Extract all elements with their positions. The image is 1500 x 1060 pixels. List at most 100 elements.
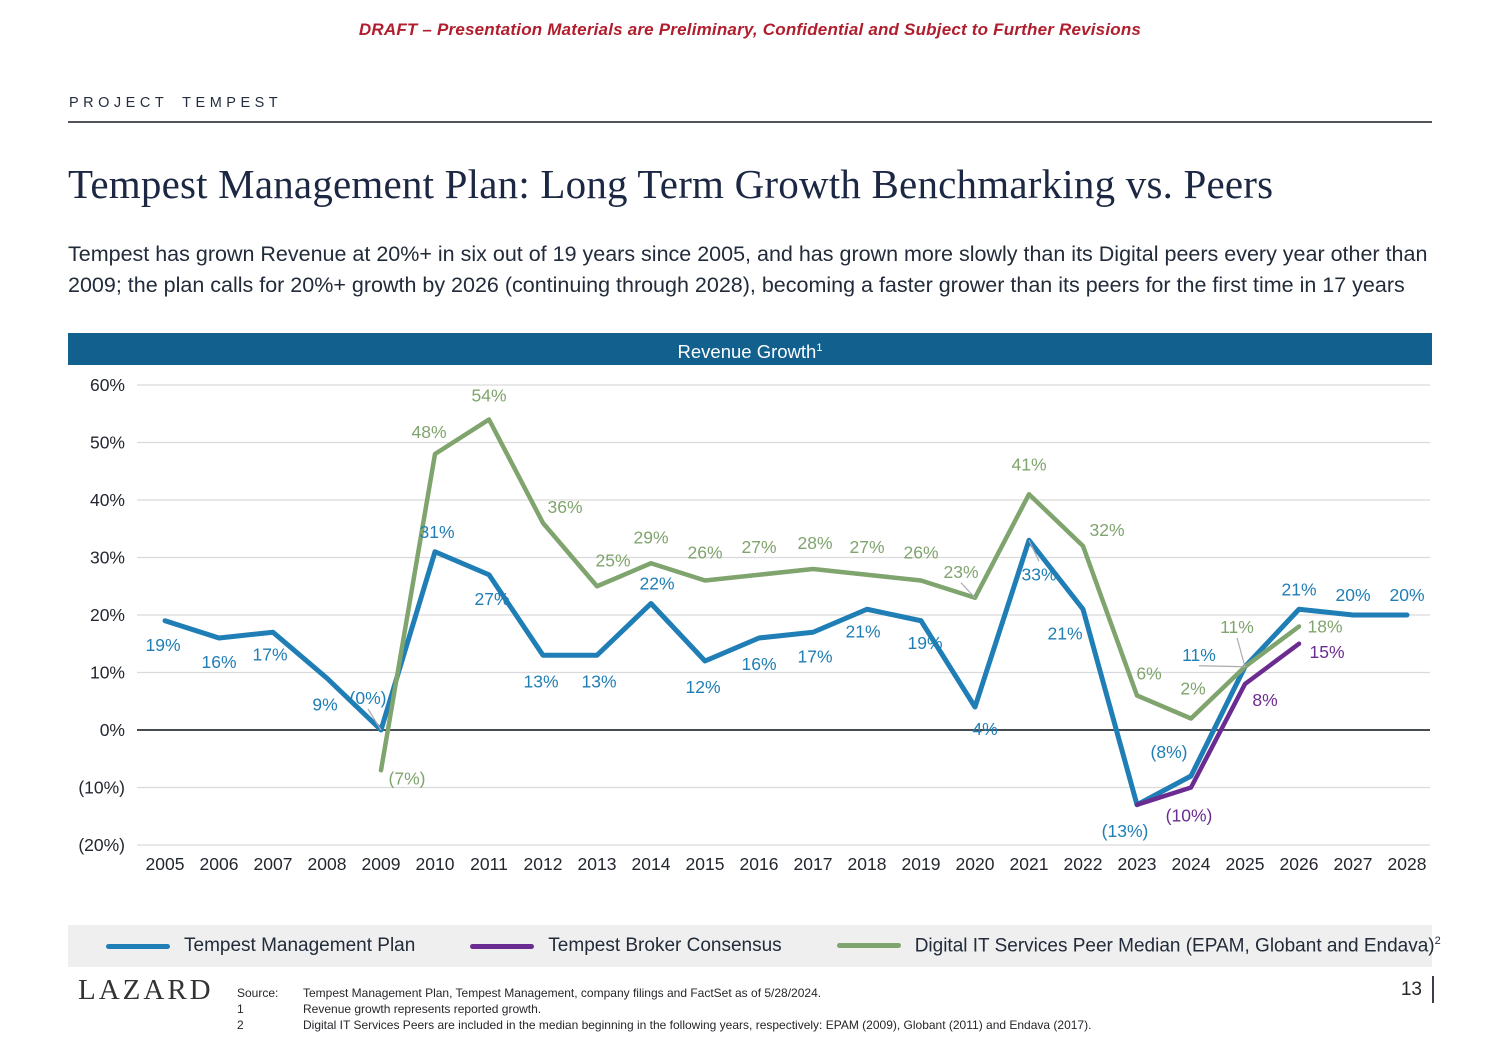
svg-text:2010: 2010: [416, 854, 455, 874]
svg-text:26%: 26%: [903, 543, 938, 563]
legend-item-peer-median: Digital IT Services Peer Median (EPAM, G…: [836, 934, 1441, 957]
svg-text:41%: 41%: [1011, 454, 1046, 474]
svg-text:15%: 15%: [1309, 642, 1344, 662]
source-text: Tempest Management Plan, Tempest Managem…: [303, 986, 822, 1000]
svg-text:21%: 21%: [1047, 623, 1082, 643]
svg-text:17%: 17%: [252, 644, 287, 664]
svg-text:2020: 2020: [956, 854, 995, 874]
management-plan-line-swatch: [106, 943, 170, 949]
svg-text:(7%): (7%): [389, 768, 426, 788]
svg-text:2013: 2013: [578, 854, 617, 874]
svg-text:11%: 11%: [1220, 617, 1254, 637]
source-notes: Source: Tempest Management Plan, Tempest…: [237, 986, 1337, 1033]
broker-consensus-line-swatch: [470, 943, 535, 949]
peer-median-line-swatch: [836, 943, 901, 949]
svg-text:50%: 50%: [90, 433, 125, 453]
source-row: Source: Tempest Management Plan, Tempest…: [237, 986, 1337, 1002]
svg-text:2016: 2016: [740, 854, 779, 874]
svg-text:30%: 30%: [90, 548, 125, 568]
svg-text:20%: 20%: [1335, 585, 1370, 605]
draft-notice: DRAFT – Presentation Materials are Preli…: [358, 20, 1142, 39]
svg-text:27%: 27%: [849, 537, 884, 557]
svg-text:2022: 2022: [1064, 854, 1103, 874]
svg-text:0%: 0%: [100, 720, 125, 740]
svg-text:12%: 12%: [685, 677, 720, 697]
svg-text:2018: 2018: [848, 854, 887, 874]
legend-label: Tempest Broker Consensus: [548, 935, 782, 956]
svg-text:2028: 2028: [1388, 854, 1427, 874]
svg-text:2026: 2026: [1280, 854, 1319, 874]
svg-text:20%: 20%: [90, 605, 125, 625]
svg-text:2012: 2012: [524, 854, 563, 874]
svg-text:20%: 20%: [1389, 585, 1424, 605]
svg-text:16%: 16%: [741, 654, 776, 674]
svg-text:2015: 2015: [686, 854, 725, 874]
svg-text:(10%): (10%): [78, 778, 125, 798]
svg-text:8%: 8%: [1252, 690, 1277, 710]
legend-label: Tempest Management Plan: [184, 935, 416, 956]
svg-text:48%: 48%: [411, 422, 446, 442]
svg-text:25%: 25%: [595, 550, 630, 570]
svg-text:(13%): (13%): [1102, 821, 1149, 841]
svg-text:16%: 16%: [201, 652, 236, 672]
svg-text:2023: 2023: [1118, 854, 1157, 874]
svg-text:23%: 23%: [943, 562, 978, 582]
svg-text:54%: 54%: [471, 386, 506, 406]
project-label: PROJECT TEMPEST: [69, 95, 283, 111]
svg-text:2014: 2014: [632, 854, 671, 874]
svg-text:2%: 2%: [1180, 679, 1205, 699]
svg-text:10%: 10%: [90, 663, 125, 683]
chart-title-bar: Revenue Growth1: [68, 333, 1432, 365]
svg-text:2005: 2005: [146, 854, 185, 874]
svg-text:2006: 2006: [200, 854, 239, 874]
revenue-growth-plot: 60% 50% 40% 30% 20% 10% 0% (10%) (20%) 2005 2006 20…: [78, 375, 1430, 874]
legend-item-broker-consensus: Tempest Broker Consensus: [470, 935, 782, 957]
svg-text:2025: 2025: [1226, 854, 1265, 874]
svg-text:13%: 13%: [523, 671, 558, 691]
svg-text:31%: 31%: [419, 522, 454, 542]
footnote-number: 1: [237, 1001, 244, 1016]
svg-text:27%: 27%: [741, 537, 776, 557]
svg-text:26%: 26%: [687, 543, 722, 563]
footnote-text: Digital IT Services Peers are included i…: [303, 1017, 1092, 1032]
svg-text:36%: 36%: [547, 497, 582, 517]
svg-text:60%: 60%: [90, 375, 125, 395]
svg-text:2021: 2021: [1010, 854, 1049, 874]
svg-text:32%: 32%: [1089, 520, 1124, 540]
svg-text:13%: 13%: [581, 671, 616, 691]
svg-text:2017: 2017: [794, 854, 833, 874]
svg-text:2019: 2019: [902, 854, 941, 874]
svg-text:9%: 9%: [312, 694, 337, 714]
svg-text:2011: 2011: [470, 854, 508, 874]
svg-text:2008: 2008: [308, 854, 347, 874]
footnote-row-2: 2 Digital IT Services Peers are included…: [237, 1018, 1337, 1034]
svg-text:18%: 18%: [1307, 617, 1342, 637]
lazard-logo: LAZARD: [78, 974, 214, 1006]
footnote-row-1: 1 Revenue growth represents reported gro…: [237, 1002, 1337, 1018]
svg-text:21%: 21%: [845, 621, 880, 641]
svg-text:27%: 27%: [474, 589, 509, 609]
chart-title: Revenue Growth: [677, 341, 817, 363]
svg-text:22%: 22%: [639, 574, 674, 594]
revenue-growth-chart: Revenue Growth1 60% 50% 40% 30% 20% 10% 0% (10%…: [68, 333, 1432, 895]
svg-text:29%: 29%: [633, 527, 668, 547]
plot-area: 60% 50% 40% 30% 20% 10% 0% (10%) (20%) 2005 2006 20…: [68, 365, 1432, 895]
page-number-divider: [1432, 976, 1434, 1003]
page-number-block: 13: [1401, 976, 1434, 1003]
footnote-number: 2: [237, 1017, 244, 1032]
svg-text:33%: 33%: [1021, 564, 1056, 584]
legend-item-management-plan: Tempest Management Plan: [106, 935, 415, 957]
svg-text:19%: 19%: [907, 633, 942, 653]
footnote-text: Revenue growth represents reported growt…: [303, 1001, 542, 1016]
chart-title-footnote-marker: 1: [816, 342, 823, 354]
svg-text:2024: 2024: [1172, 854, 1211, 874]
page-number: 13: [1400, 978, 1422, 1000]
source-label: Source:: [237, 986, 279, 1000]
svg-text:6%: 6%: [1136, 664, 1161, 684]
svg-text:40%: 40%: [90, 490, 125, 510]
svg-text:21%: 21%: [1281, 579, 1316, 599]
legend-footnote-marker: 2: [1434, 934, 1441, 947]
chart-legend: Tempest Management Plan Tempest Broker C…: [68, 925, 1441, 967]
header-rule: [68, 121, 1432, 123]
